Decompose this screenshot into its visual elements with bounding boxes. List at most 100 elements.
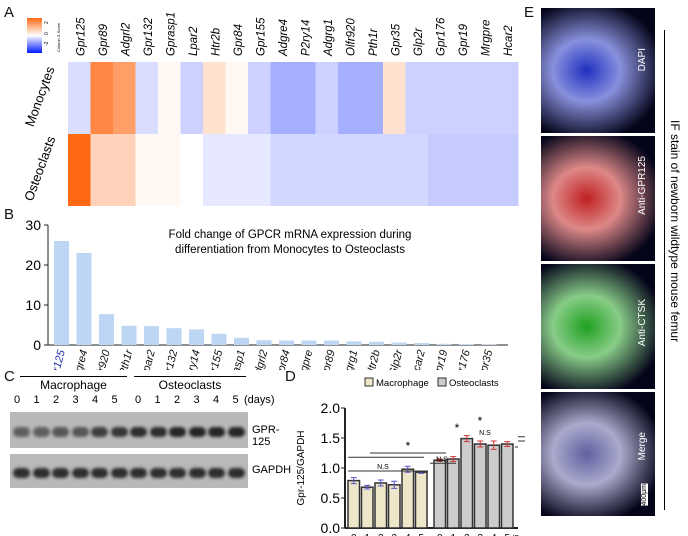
y-axis-label: Gpr-125/GAPDH bbox=[296, 430, 307, 505]
heatmap-cell bbox=[428, 134, 451, 206]
legend-tick: 2 bbox=[44, 21, 50, 24]
heatmap-cell bbox=[315, 134, 339, 206]
panel-label-e: E bbox=[524, 4, 535, 21]
x-tick-label: Glp2r bbox=[387, 347, 406, 370]
blot-band bbox=[110, 427, 128, 437]
panel-label-c: C bbox=[4, 368, 15, 385]
heatmap-cell bbox=[113, 62, 136, 134]
if-stain-title: IF stain of newborn wildtype mouse femur bbox=[668, 120, 682, 343]
bar-Gpr89 bbox=[324, 340, 339, 345]
x-tick-label: 3 bbox=[477, 533, 483, 536]
heatmap-column-label: P2ry14 bbox=[300, 20, 312, 56]
heatmap-cell bbox=[405, 134, 429, 206]
lane-label: 5 bbox=[232, 394, 239, 406]
heatmap-column-label: Gprasp1 bbox=[165, 12, 177, 56]
y-tick-label: 10 bbox=[25, 297, 41, 313]
y-tick-label: 20 bbox=[25, 257, 41, 273]
x-tick-label: Gpr84 bbox=[273, 349, 293, 370]
error-bar bbox=[463, 435, 470, 443]
heatmap-cell bbox=[315, 62, 339, 134]
blot-band bbox=[110, 468, 128, 478]
heatmap-cell bbox=[270, 62, 294, 134]
x-tick-label: Gpr132 bbox=[159, 349, 180, 370]
blot-band bbox=[91, 468, 108, 478]
heatmap-cell bbox=[248, 134, 271, 206]
bar-osteoclasts bbox=[460, 437, 474, 529]
x-tick-label: Gpr35 bbox=[476, 348, 496, 370]
blot-band bbox=[130, 427, 147, 437]
heatmap-cell bbox=[293, 62, 316, 134]
band-label-gapdh: GAPDH bbox=[252, 464, 292, 476]
scale-bar-label: 400µm bbox=[641, 484, 648, 506]
heatmap-column-label: Gpr84 bbox=[233, 24, 245, 56]
x-tick-label: Gpr125 bbox=[47, 348, 68, 370]
bar-Hcar2 bbox=[414, 343, 429, 345]
bar-macrophage bbox=[360, 486, 374, 529]
x-tick-label: Gpr176 bbox=[452, 348, 473, 370]
significance-annotation: * bbox=[478, 414, 483, 428]
x-tick-label: 1 bbox=[450, 533, 456, 536]
error-bar bbox=[391, 480, 398, 489]
blot-gapdh bbox=[10, 454, 248, 488]
legend-swatch bbox=[364, 377, 374, 387]
heatmap-column-label: Gpr19 bbox=[458, 23, 470, 56]
y-tick-label: 0.0 bbox=[321, 520, 341, 536]
bar-Gpr19 bbox=[436, 343, 452, 345]
channel-label: DAPI bbox=[637, 48, 648, 72]
heatmap-cell bbox=[225, 134, 249, 206]
y-tick-label: 0 bbox=[33, 337, 41, 353]
heatmap-cell bbox=[293, 134, 316, 206]
x-tick-label: 2 bbox=[378, 533, 384, 536]
if-image-merge: Merge 400µm bbox=[541, 392, 655, 516]
y-tick-label: 0.5 bbox=[321, 490, 341, 506]
blot-band bbox=[188, 468, 206, 478]
bar-osteoclasts bbox=[473, 443, 487, 529]
heatmap-cell bbox=[180, 62, 204, 134]
heatmap: -2 0 2 Column Z-Score Gpr125 Gpr89 Adgrl2 Gpr13… bbox=[21, 12, 519, 206]
bar-Gprasp1 bbox=[234, 337, 249, 345]
x-tick-label: Hcar2 bbox=[409, 349, 428, 370]
heatmap-column-label: Pth1r bbox=[368, 27, 380, 56]
heatmap-cell bbox=[360, 134, 384, 206]
lane-label: 2 bbox=[174, 394, 181, 406]
blot-band bbox=[149, 468, 167, 478]
x-tick-label: Pth1r bbox=[117, 347, 136, 370]
legend-swatch bbox=[437, 377, 447, 387]
error-bar bbox=[450, 456, 457, 462]
x-tick-label: Htr2b bbox=[364, 349, 383, 370]
bar-osteoclasts bbox=[433, 459, 447, 529]
chart-title-line2: differentiation from Monocytes to Osteoc… bbox=[175, 244, 405, 256]
bar-Olfr920 bbox=[99, 314, 114, 345]
bar-Gpr132 bbox=[166, 328, 182, 345]
blot-band bbox=[208, 468, 225, 478]
zscore-legend-bar bbox=[27, 18, 42, 53]
heatmap-column-label: Gpr89 bbox=[98, 23, 110, 56]
heatmap-cell bbox=[90, 134, 114, 206]
bar-Htr2b bbox=[369, 341, 384, 345]
error-bar bbox=[504, 441, 511, 447]
heatmap-column-label: Adgre4 bbox=[278, 19, 290, 57]
x-tick-label: 4 bbox=[491, 533, 497, 536]
lane-label: 0 bbox=[14, 394, 21, 406]
heatmap-cell bbox=[428, 62, 451, 134]
heatmap-column-label: Gpr132 bbox=[143, 17, 155, 56]
x-tick-label: Gpr155 bbox=[204, 348, 225, 370]
heatmap-column-label: Glp2r bbox=[413, 27, 425, 56]
lane-label: 3 bbox=[193, 394, 200, 406]
heatmap-cell bbox=[68, 134, 91, 206]
heatmap-cell bbox=[338, 62, 361, 134]
x-tick-label: 1 bbox=[364, 533, 370, 536]
divider bbox=[664, 30, 665, 510]
bar-Pth1r bbox=[121, 325, 137, 345]
bar-Adgre4 bbox=[76, 253, 92, 345]
bar-osteoclasts bbox=[446, 458, 460, 529]
fold-change-chart: 0 10 20 30 Fold change of GPCR mRNA expressi… bbox=[25, 217, 508, 370]
heatmap-column-label: Htr2b bbox=[210, 27, 222, 56]
x-tick-label: 2 bbox=[464, 533, 470, 536]
y-tick-label: 1.5 bbox=[321, 430, 341, 446]
heatmap-cell bbox=[135, 62, 159, 134]
blot-band bbox=[91, 427, 108, 437]
blot-band bbox=[52, 427, 69, 437]
significance-annotation: * bbox=[406, 439, 411, 453]
